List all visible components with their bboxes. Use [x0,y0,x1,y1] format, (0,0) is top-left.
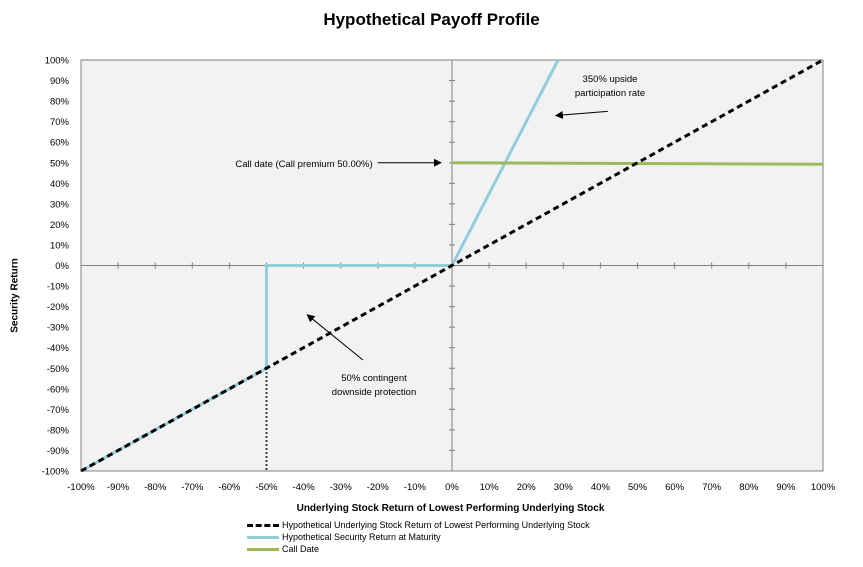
x-tick-label: 100% [811,482,836,493]
x-tick-label: 10% [480,482,500,493]
y-tick-label: 70% [50,117,70,128]
x-tick-label: 30% [554,482,574,493]
y-tick-label: -80% [47,425,70,436]
x-tick-label: -70% [181,482,204,493]
x-tick-label: 70% [702,482,722,493]
x-tick-label: -30% [330,482,353,493]
legend: Hypothetical Underlying Stock Return of … [247,519,590,555]
legend-label-security: Hypothetical Security Return at Maturity [282,532,441,542]
annotation-upside: 350% upside participation rate [574,74,646,99]
chart-title: Hypothetical Payoff Profile [323,10,540,29]
y-tick-label: -30% [47,323,70,334]
legend-swatch-security [247,535,279,539]
y-tick-label: -100% [42,467,70,478]
x-tick-label: 20% [517,482,537,493]
x-tick-label: -80% [144,482,167,493]
y-tick-label: 20% [50,220,70,231]
annotation-call-date: Call date (Call premium 50.00%) [235,159,373,170]
x-tick-label: 0% [445,482,459,493]
y-tick-label: 0% [55,261,69,272]
legend-swatch-underlying [247,523,279,527]
y-tick-label: -60% [47,384,70,395]
y-tick-label: 10% [50,240,70,251]
legend-item-call-date: Call Date [247,543,590,555]
x-tick-label: 80% [739,482,759,493]
x-tick-label: 90% [776,482,796,493]
y-tick-label: 50% [50,158,70,169]
y-tick-label: 80% [50,97,70,108]
y-tick-label: 60% [50,138,70,149]
arrow-downside [306,314,364,361]
y-tick-label: -10% [47,282,70,293]
legend-swatch-call-date [247,547,279,551]
legend-item-security: Hypothetical Security Return at Maturity [247,531,590,543]
x-tick-label: -10% [404,482,427,493]
x-tick-label: -60% [218,482,241,493]
y-tick-label: 100% [45,56,70,67]
y-tick-label: -70% [47,405,70,416]
x-tick-label: -50% [255,482,278,493]
y-tick-label: -40% [47,343,70,354]
arrow-upside [554,110,608,119]
annotation-downside: 50% contingent downside protection [331,373,417,398]
x-tick-label: -20% [367,482,390,493]
x-tick-label: 60% [665,482,685,493]
y-tick-label: -20% [47,302,70,313]
y-tick-label: -50% [47,364,70,375]
x-axis-label: Underlying Stock Return of Lowest Perfor… [296,503,605,514]
x-tick-label: 40% [591,482,611,493]
y-tick-label: 90% [50,76,70,87]
y-tick-label: 30% [50,199,70,210]
x-tick-label: 50% [628,482,648,493]
x-tick-label: -100% [67,482,95,493]
y-tick-label: 40% [50,179,70,190]
legend-item-underlying: Hypothetical Underlying Stock Return of … [247,519,590,531]
series-underlying-return [80,58,824,473]
y-axis-label: Security Return [9,258,21,333]
legend-label-call-date: Call Date [282,544,320,554]
y-tick-label: -90% [47,446,70,457]
x-tick-label: -40% [293,482,316,493]
legend-label-underlying: Hypothetical Underlying Stock Return of … [282,520,590,530]
x-tick-label: -90% [107,482,130,493]
